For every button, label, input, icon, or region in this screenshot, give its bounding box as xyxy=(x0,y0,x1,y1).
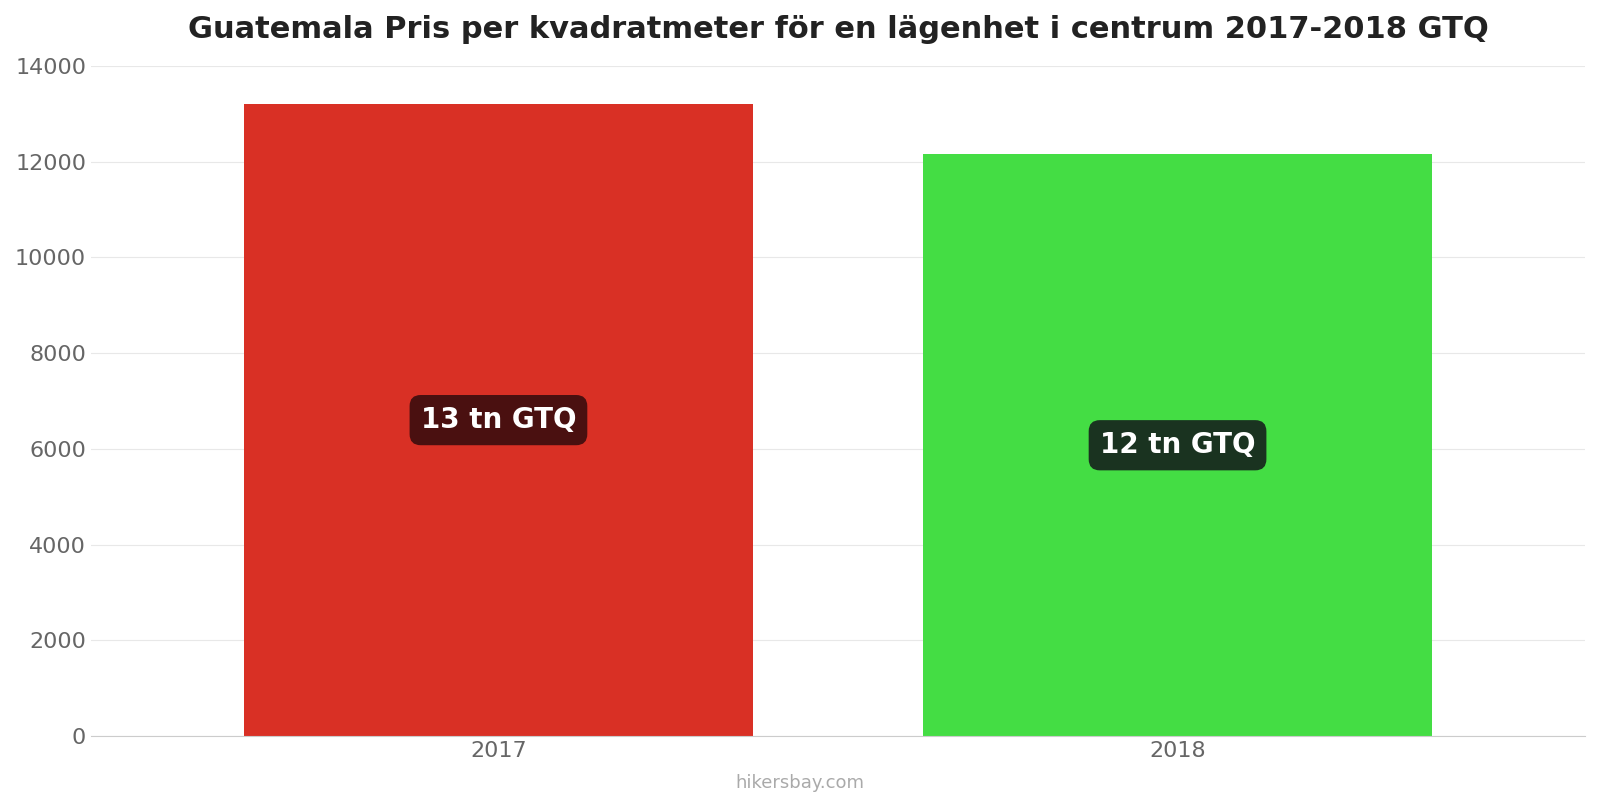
Bar xyxy=(923,154,1432,736)
Text: hikersbay.com: hikersbay.com xyxy=(736,774,864,792)
Text: 13 tn GTQ: 13 tn GTQ xyxy=(421,406,576,434)
Bar xyxy=(243,104,754,736)
Text: 12 tn GTQ: 12 tn GTQ xyxy=(1099,431,1256,459)
Title: Guatemala Pris per kvadratmeter för en lägenhet i centrum 2017-2018 GTQ: Guatemala Pris per kvadratmeter för en l… xyxy=(187,15,1488,44)
